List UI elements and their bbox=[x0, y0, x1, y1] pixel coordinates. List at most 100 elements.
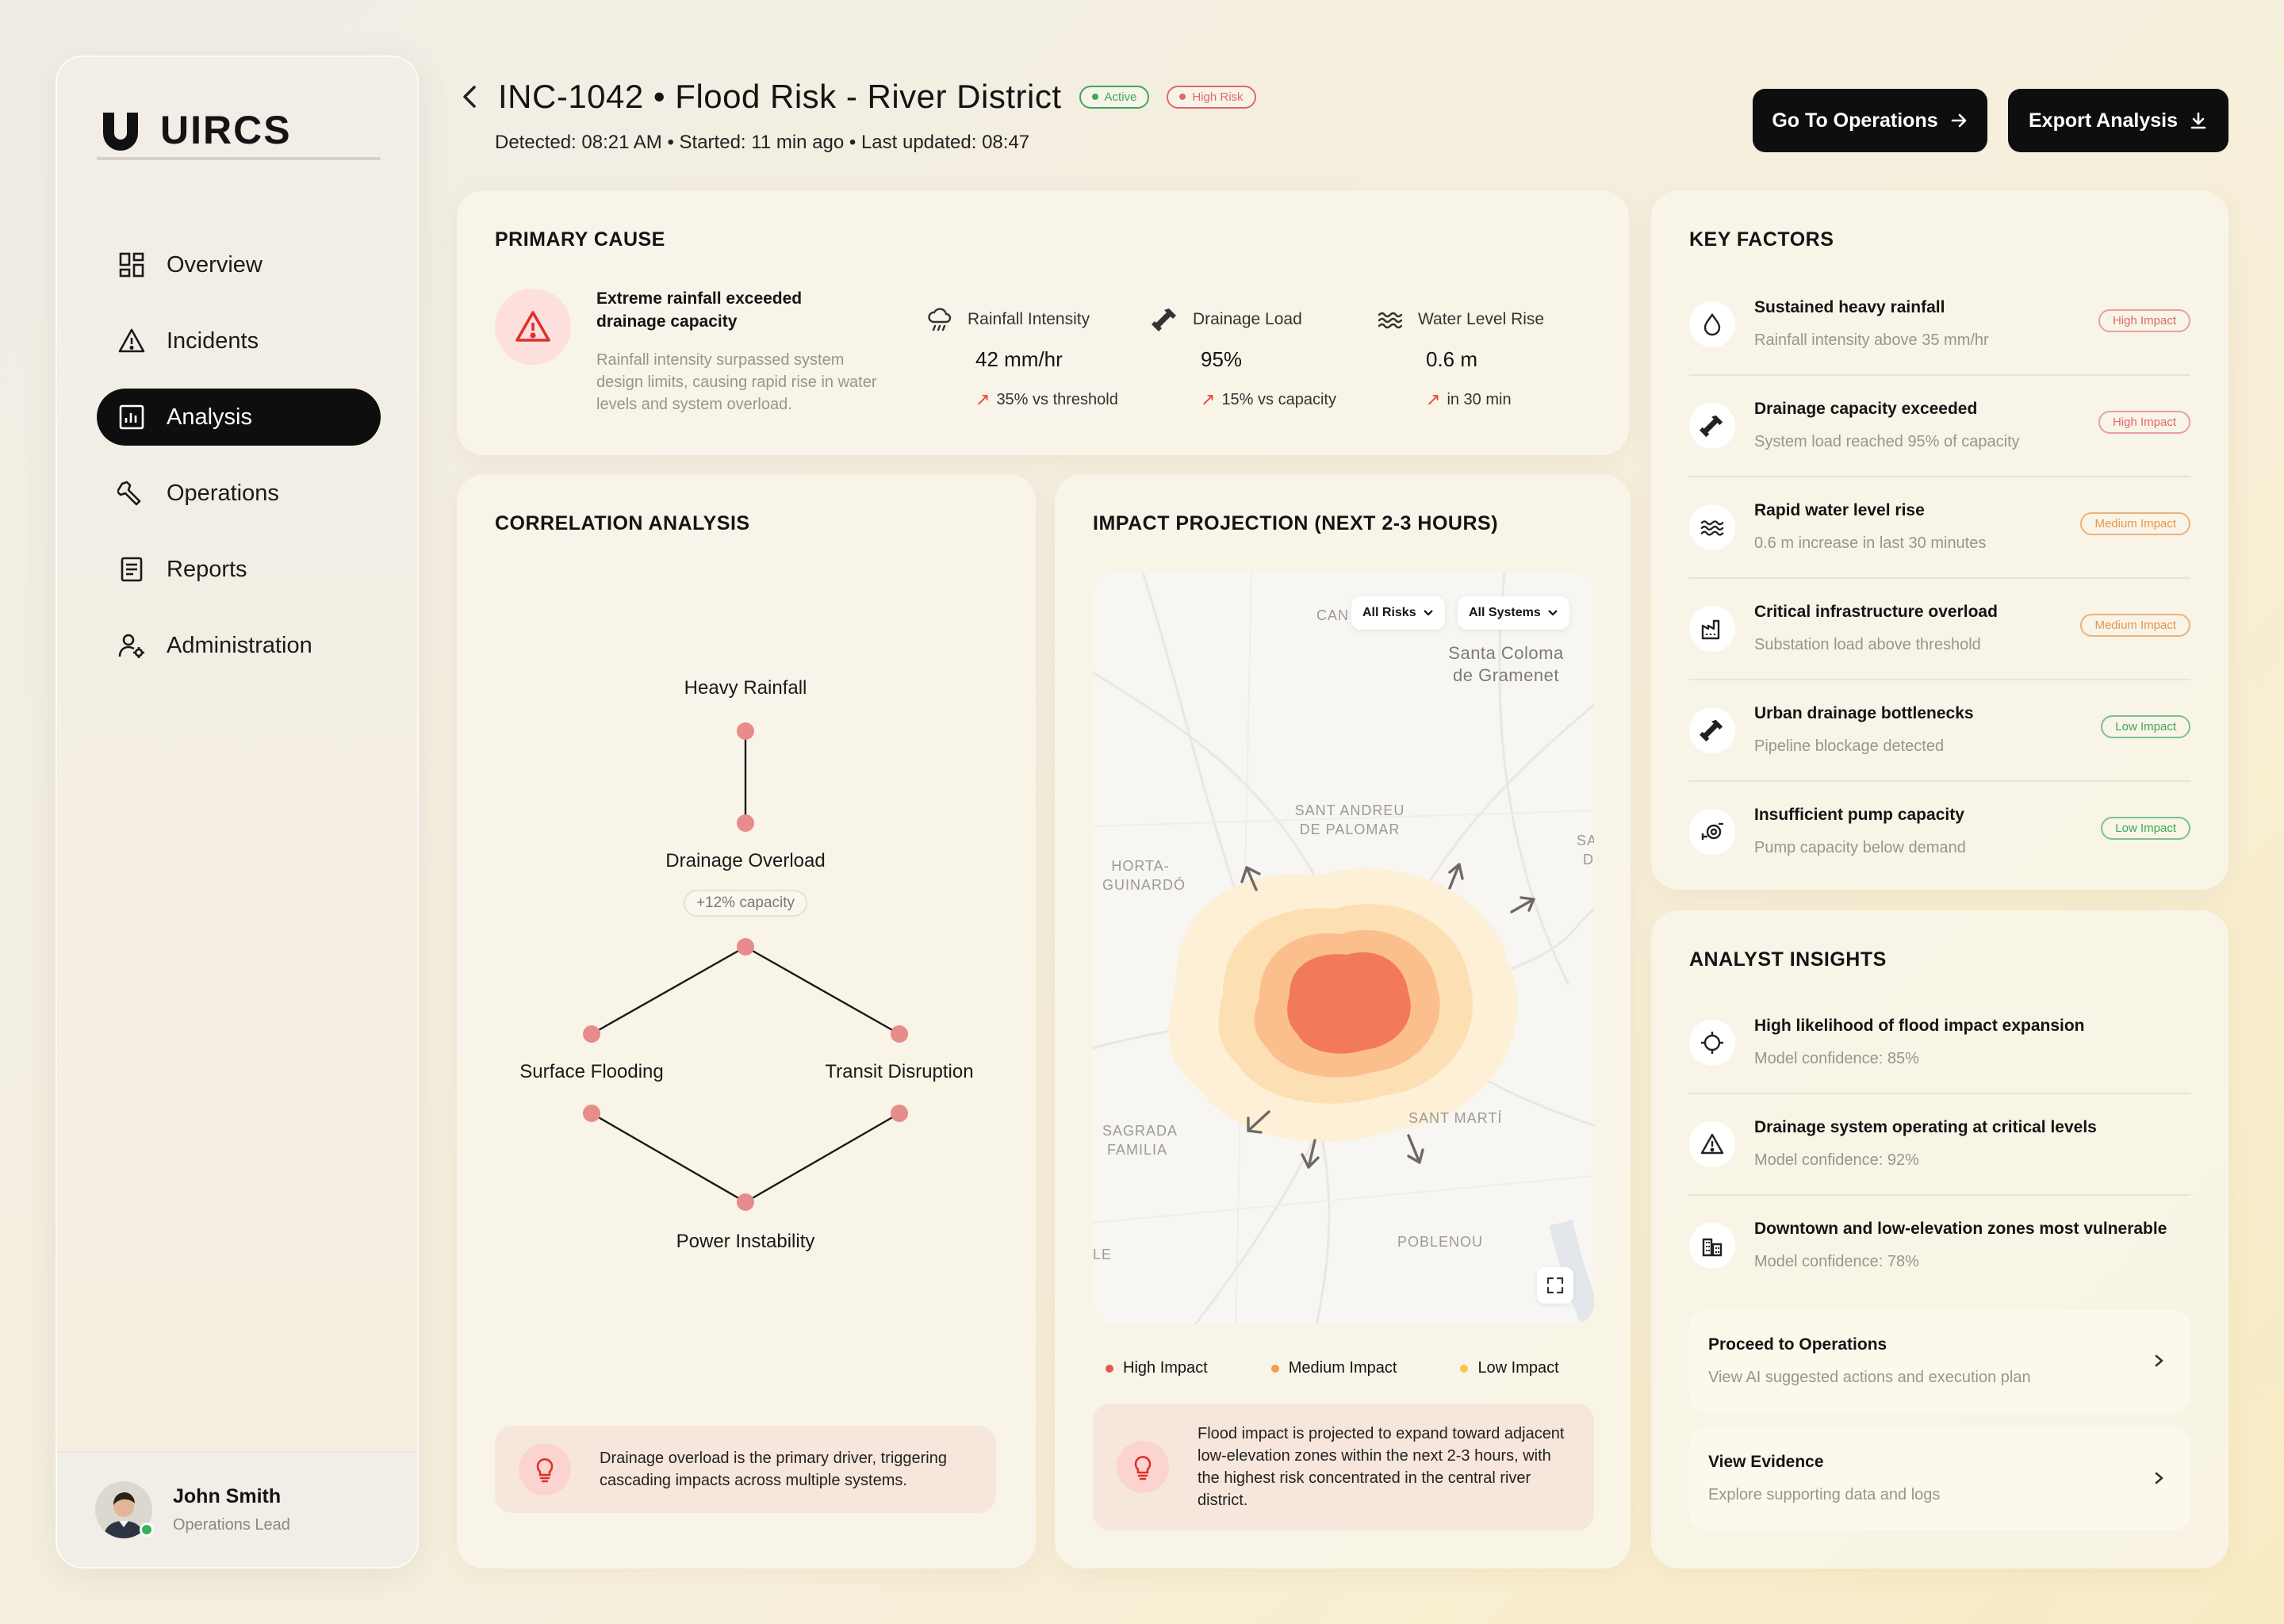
insight-title: Drainage system operating at critical le… bbox=[1754, 1118, 2097, 1136]
sidebar-item-reports[interactable]: Reports bbox=[97, 541, 381, 598]
grid-icon bbox=[119, 252, 144, 278]
insight-title: Downtown and low-elevation zones most vu… bbox=[1754, 1220, 2167, 1238]
map-label: LE bbox=[1093, 1247, 1113, 1262]
key-factor-title: Critical infrastructure overload bbox=[1754, 603, 1998, 621]
node-label-heavy-rainfall: Heavy Rainfall bbox=[684, 677, 807, 699]
insight-title: High likelihood of flood impact expansio… bbox=[1754, 1017, 2085, 1035]
map-label: HORTA- GUINARDÓ bbox=[1102, 858, 1186, 893]
impact-badge: High Impact bbox=[2098, 411, 2190, 434]
legend-item-medium: Medium Impact bbox=[1270, 1359, 1397, 1377]
key-factor-item[interactable]: Urban drainage bottlenecks Pipeline bloc… bbox=[1689, 680, 2190, 782]
metric-drainage: Drainage Load 95% ↗ 15% vs capacity bbox=[1152, 306, 1336, 410]
key-factor-item[interactable]: Drainage capacity exceeded System load r… bbox=[1689, 376, 2190, 477]
impact-map[interactable]: CAN All Risks All Systems Santa Coloma d… bbox=[1093, 573, 1594, 1324]
key-factor-sub: System load reached 95% of capacity bbox=[1754, 433, 2020, 450]
graph-node bbox=[737, 1193, 754, 1211]
expand-map-button[interactable] bbox=[1537, 1267, 1573, 1304]
key-factor-item[interactable]: Insufficient pump capacity Pump capacity… bbox=[1689, 782, 2190, 883]
page-header: INC-1042 • Flood Risk - River District A… bbox=[458, 78, 1569, 154]
legend-item-high: High Impact bbox=[1106, 1359, 1208, 1377]
graph-node bbox=[583, 1105, 600, 1122]
map-legend: High Impact Medium Impact Low Impact bbox=[1106, 1359, 1559, 1377]
card-title: ANALYST INSIGHTS bbox=[1689, 948, 1887, 971]
chevron-left-icon[interactable] bbox=[458, 81, 481, 113]
graph-node bbox=[891, 1105, 908, 1122]
sidebar-nav: Overview Incidents Analysis Operations R… bbox=[97, 236, 381, 693]
warning-icon bbox=[1700, 1133, 1724, 1155]
analyst-insights-card: ANALYST INSIGHTS High likelihood of floo… bbox=[1651, 910, 2228, 1568]
sidebar-item-administration[interactable]: Administration bbox=[97, 617, 381, 674]
key-factor-title: Sustained heavy rainfall bbox=[1754, 298, 1945, 316]
incident-meta: Detected: 08:21 AM • Started: 11 min ago… bbox=[495, 132, 1030, 153]
impact-badge: Medium Impact bbox=[2080, 614, 2190, 637]
impact-projection-card: IMPACT PROJECTION (NEXT 2-3 HOURS) bbox=[1055, 474, 1631, 1568]
graph-node bbox=[891, 1025, 908, 1043]
key-factor-item[interactable]: Critical infrastructure overload Substat… bbox=[1689, 579, 2190, 680]
chevron-down-icon bbox=[1423, 610, 1433, 616]
insight-item: High likelihood of flood impact expansio… bbox=[1689, 993, 2190, 1094]
correlation-note: Drainage overload is the primary driver,… bbox=[495, 1426, 996, 1513]
go-to-operations-button[interactable]: Go To Operations bbox=[1753, 89, 1987, 152]
user-profile[interactable]: John Smith Operations Lead bbox=[57, 1451, 417, 1567]
systems-filter-dropdown[interactable]: All Systems bbox=[1458, 596, 1569, 630]
arrow-right-icon bbox=[1951, 113, 1966, 128]
warning-icon bbox=[515, 311, 550, 342]
node-label-surface-flooding: Surface Flooding bbox=[519, 1061, 664, 1082]
logo-mark-icon bbox=[103, 113, 138, 151]
impact-note: Flood impact is projected to expand towa… bbox=[1093, 1404, 1594, 1530]
sidebar-item-incidents[interactable]: Incidents bbox=[97, 312, 381, 370]
sidebar-item-label: Incidents bbox=[167, 327, 259, 354]
metric-rainfall: Rainfall Intensity 42 mm/hr ↗ 35% vs thre… bbox=[926, 306, 1118, 410]
online-status-dot bbox=[140, 1522, 154, 1537]
sidebar-item-overview[interactable]: Overview bbox=[97, 236, 381, 293]
logo-divider bbox=[97, 157, 381, 160]
graph-node bbox=[737, 938, 754, 956]
impact-badge: Low Impact bbox=[2101, 817, 2190, 840]
key-factor-item[interactable]: Rapid water level rise 0.6 m increase in… bbox=[1689, 477, 2190, 579]
user-gear-icon bbox=[118, 634, 144, 658]
node-label-power-instability: Power Instability bbox=[676, 1231, 815, 1252]
impact-badge: Medium Impact bbox=[2080, 512, 2190, 535]
insight-item: Drainage system operating at critical le… bbox=[1689, 1094, 2190, 1196]
page-title: INC-1042 • Flood Risk - River District bbox=[498, 78, 1062, 115]
cause-headline: Extreme rainfall exceeded drainage capac… bbox=[596, 289, 803, 331]
expand-icon bbox=[1546, 1277, 1564, 1294]
capacity-pill: +12% capacity bbox=[683, 890, 808, 917]
cause-description: Rainfall intensity surpassed system desi… bbox=[596, 351, 877, 413]
key-factor-item[interactable]: Sustained heavy rainfall Rainfall intens… bbox=[1689, 274, 2190, 376]
user-name: John Smith bbox=[173, 1485, 282, 1507]
metric-delta: ↗ in 30 min bbox=[1426, 389, 1512, 409]
note-text: Drainage overload is the primary driver,… bbox=[600, 1450, 947, 1489]
graph-node bbox=[737, 722, 754, 740]
metric-delta: ↗ 35% vs threshold bbox=[975, 389, 1118, 409]
sidebar-item-analysis[interactable]: Analysis bbox=[97, 389, 381, 446]
view-evidence-link[interactable]: View Evidence Explore supporting data an… bbox=[1689, 1427, 2190, 1530]
lightbulb-icon bbox=[1134, 1456, 1152, 1480]
card-title: KEY FACTORS bbox=[1689, 228, 1834, 251]
card-title: CORRELATION ANALYSIS bbox=[495, 512, 750, 534]
export-analysis-button[interactable]: Export Analysis bbox=[2008, 89, 2228, 152]
proceed-to-operations-link[interactable]: Proceed to Operations View AI suggested … bbox=[1689, 1310, 2190, 1413]
rain-cloud-icon bbox=[928, 308, 952, 331]
correlation-graph bbox=[583, 722, 908, 1211]
sidebar-item-operations[interactable]: Operations bbox=[97, 465, 381, 522]
water-drop-icon bbox=[1703, 312, 1721, 336]
graph-node bbox=[737, 814, 754, 832]
status-badge-active: Active bbox=[1079, 85, 1150, 109]
metric-water-level: Water Level Rise 0.6 m ↗ in 30 min bbox=[1377, 306, 1544, 410]
risk-filter-dropdown[interactable]: All Risks bbox=[1351, 596, 1445, 630]
correlation-analysis-card: CORRELATION ANALYSIS Heavy Rainfall D bbox=[457, 474, 1036, 1568]
key-factors-card: KEY FACTORS Sustained heavy rainfall Rai… bbox=[1651, 190, 2228, 890]
chevron-right-icon bbox=[2155, 1354, 2163, 1367]
key-factor-title: Insufficient pump capacity bbox=[1754, 806, 1964, 824]
status-badge-risk: High Risk bbox=[1167, 85, 1256, 109]
logo[interactable]: UIRCS bbox=[100, 90, 292, 170]
lightbulb-icon bbox=[536, 1458, 554, 1483]
chevron-down-icon bbox=[1547, 610, 1558, 616]
node-label-transit-disruption: Transit Disruption bbox=[825, 1061, 974, 1082]
map-label: CAN bbox=[1316, 607, 1350, 623]
alert-badge bbox=[495, 289, 571, 365]
chart-icon bbox=[119, 404, 144, 430]
impact-badge: Low Impact bbox=[2101, 715, 2190, 738]
